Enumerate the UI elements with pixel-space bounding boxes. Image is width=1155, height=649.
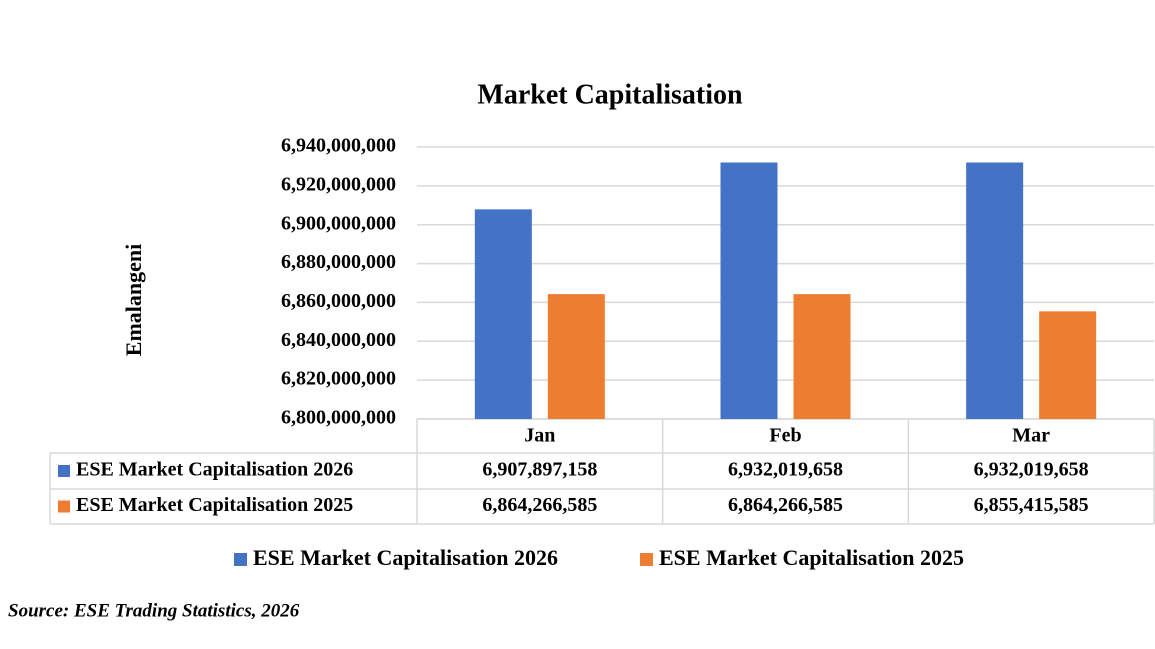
chart-title: Market Capitalisation bbox=[477, 79, 743, 110]
y-tick-label: 6,840,000,000 bbox=[281, 329, 396, 351]
y-tick-label: 6,900,000,000 bbox=[281, 212, 396, 234]
legend-swatch bbox=[640, 553, 653, 566]
y-axis-title: Emalangeni bbox=[121, 244, 146, 356]
legend-label: ESE Market Capitalisation 2025 bbox=[659, 545, 964, 570]
table-cell: 6,864,266,585 bbox=[728, 494, 843, 516]
legend-label: ESE Market Capitalisation 2026 bbox=[253, 545, 558, 570]
table-cell: 6,864,266,585 bbox=[482, 494, 597, 516]
x-tick-label: Jan bbox=[524, 425, 555, 447]
bar bbox=[1039, 311, 1097, 419]
x-tick-label: Feb bbox=[769, 425, 801, 447]
legend-swatch bbox=[234, 553, 247, 566]
legend-swatch bbox=[58, 500, 70, 513]
bar bbox=[474, 209, 532, 419]
legend-swatch bbox=[58, 465, 70, 477]
x-tick-label: Mar bbox=[1012, 425, 1050, 447]
y-tick-label: 6,940,000,000 bbox=[281, 135, 396, 157]
bar bbox=[793, 294, 851, 419]
y-tick-label: 6,880,000,000 bbox=[281, 251, 396, 273]
table-cell: 6,932,019,658 bbox=[728, 459, 843, 481]
table-row-label: ESE Market Capitalisation 2026 bbox=[76, 459, 353, 481]
table-cell: 6,932,019,658 bbox=[974, 459, 1089, 481]
bar bbox=[966, 162, 1024, 419]
y-tick-label: 6,800,000,000 bbox=[281, 407, 396, 429]
bar bbox=[720, 162, 778, 419]
table-cell: 6,855,415,585 bbox=[974, 494, 1089, 516]
table-row-label: ESE Market Capitalisation 2025 bbox=[76, 494, 353, 516]
table-cell: 6,907,897,158 bbox=[482, 459, 597, 481]
bar bbox=[547, 294, 605, 419]
source-note: Source: ESE Trading Statistics, 2026 bbox=[8, 600, 300, 621]
y-tick-label: 6,860,000,000 bbox=[281, 290, 396, 312]
y-tick-label: 6,820,000,000 bbox=[281, 368, 396, 390]
y-tick-label: 6,920,000,000 bbox=[281, 173, 396, 195]
